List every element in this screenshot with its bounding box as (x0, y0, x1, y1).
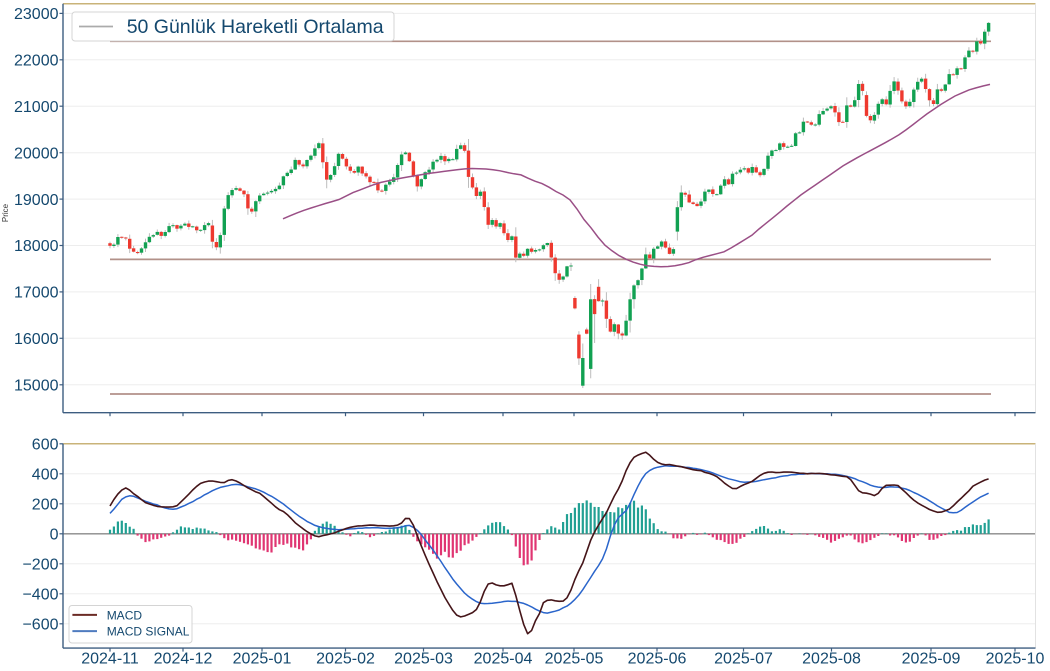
svg-text:2025-08: 2025-08 (802, 651, 861, 668)
svg-text:2025-01: 2025-01 (233, 651, 292, 668)
svg-text:2025-09: 2025-09 (902, 651, 961, 668)
svg-text:2025-07: 2025-07 (714, 651, 773, 668)
svg-text:2025-06: 2025-06 (628, 651, 687, 668)
svg-text:50 Günlük Hareketli Ortalama: 50 Günlük Hareketli Ortalama (127, 16, 384, 38)
svg-text:2025-04: 2025-04 (474, 651, 533, 668)
svg-text:20000: 20000 (14, 145, 59, 162)
svg-text:15000: 15000 (14, 378, 59, 395)
svg-text:2025-03: 2025-03 (394, 651, 453, 668)
svg-text:2025-10: 2025-10 (986, 651, 1045, 668)
svg-text:−400: −400 (22, 587, 58, 604)
svg-text:2024-11: 2024-11 (81, 651, 139, 668)
svg-text:16000: 16000 (14, 331, 59, 348)
svg-text:22000: 22000 (14, 53, 59, 70)
svg-text:−600: −600 (22, 617, 58, 634)
svg-text:200: 200 (32, 497, 59, 514)
svg-text:2024-12: 2024-12 (154, 651, 213, 668)
svg-text:−200: −200 (22, 557, 58, 574)
svg-text:2025-05: 2025-05 (545, 651, 604, 668)
svg-text:0: 0 (50, 527, 59, 544)
svg-text:18000: 18000 (14, 238, 59, 255)
svg-text:19000: 19000 (14, 192, 59, 209)
svg-text:17000: 17000 (14, 285, 59, 302)
svg-text:MACD: MACD (107, 609, 143, 623)
svg-text:MACD SIGNAL: MACD SIGNAL (107, 625, 190, 639)
svg-text:21000: 21000 (14, 99, 59, 116)
svg-text:23000: 23000 (14, 6, 59, 23)
svg-text:Price: Price (1, 203, 10, 222)
svg-text:400: 400 (32, 467, 59, 484)
svg-text:2025-02: 2025-02 (316, 651, 375, 668)
svg-text:600: 600 (32, 437, 59, 454)
